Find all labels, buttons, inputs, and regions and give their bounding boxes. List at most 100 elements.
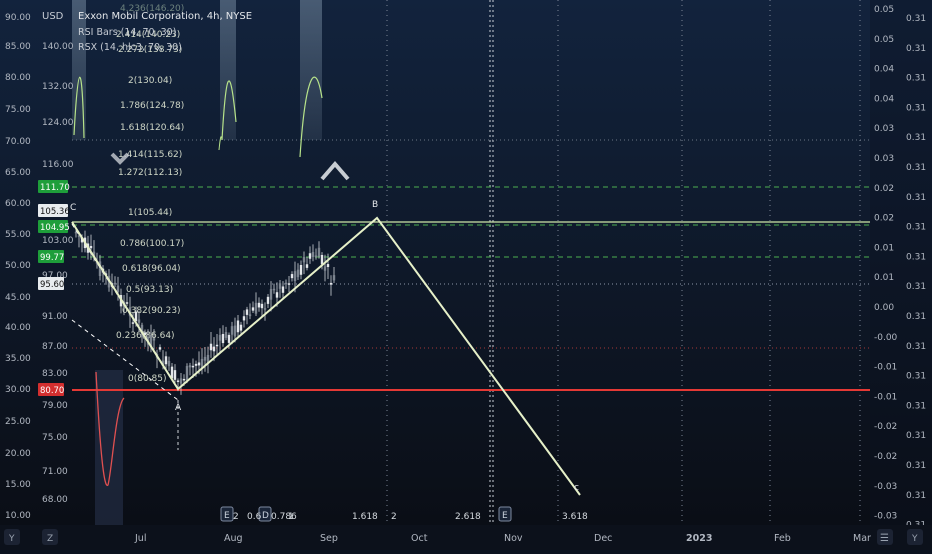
candle-body [167,360,171,367]
right-axis2-tick: 0.31 [906,163,926,173]
price-axis-tick: 140.00 [42,42,74,52]
right-axis2-tick: 0.31 [906,491,926,501]
candle-body [299,264,303,275]
right-axis2-tick: 0.31 [906,44,926,54]
event-marker[interactable] [498,506,512,522]
price-badge-text: 105.36 [40,207,70,217]
abc-pattern-line [71,216,581,496]
right-axis-tick: 0.03 [874,124,894,134]
left-axis-tick: 35.00 [5,354,31,364]
event-marker[interactable] [220,506,234,522]
fib-level-label: 2.414(140.23) [116,30,180,40]
right-axis-tick: 0.02 [874,184,894,194]
rsi-curve [299,76,323,158]
time-axis-tick: Nov [504,533,523,544]
left-axis-tick: 90.00 [5,13,31,23]
candle-body [170,366,174,379]
candle-body [185,366,189,381]
candle-body [209,343,213,351]
price-badge [38,204,68,217]
candle-body [182,378,186,381]
right-axis2-tick: 0.31 [906,133,926,143]
indicator-rsx[interactable]: RSX (14, hlc3, 70, 30) [78,42,182,53]
candle-body [293,271,297,281]
fib-level-label: 0(80.85) [128,374,167,384]
rsi-oversold-band [95,370,123,525]
candle-body [143,332,147,336]
left-z-toggle[interactable]: Z [42,529,58,545]
candle-body [323,266,327,271]
fib-level-label: 2.272(138.73) [118,45,182,55]
candle-body [254,302,258,314]
chart-title[interactable]: Exxon Mobil Corporation, 4h, NYSE [78,11,252,22]
right-axis-tick: 0.00 [874,303,894,313]
price-badge [38,383,64,396]
left-scale[interactable]: 90.00 85.00 80.00 75.00 70.00 65.00 60.00 55.00… [5,13,31,521]
fib-level-label: 1(105.44) [128,208,172,218]
right-scale[interactable]: 0.05 0.31 0.05 0.31 0.04 0.31 0.04 0.31 0.03 0.31… [874,5,926,531]
chart-settings-button[interactable]: ☰ [877,529,893,545]
time-axis[interactable]: Jul Aug Sep Oct Nov Dec 2023 Feb Mar [134,533,871,544]
price-axis-tick: 79.00 [42,401,68,411]
candle-body [137,319,141,323]
time-axis-tick: 2023 [686,533,712,544]
candle-body [317,247,321,257]
candle-body [257,302,261,308]
rsi-oversold-curve [95,371,125,486]
left-axis-tick: 85.00 [5,42,31,52]
candle-body [296,269,300,278]
candle-body [74,231,78,234]
left-axis-tick: 45.00 [5,293,31,303]
y-icon: Y [8,534,15,544]
candle-body [200,358,204,369]
candle-body [329,282,333,285]
time-axis-tick: Sep [320,533,338,544]
candle-body [290,274,294,279]
candle-body [308,253,312,259]
z-icon: Z [47,534,53,544]
candle-body [179,378,183,384]
point-b-label: B [372,200,378,210]
right-axis-panel [870,0,932,550]
indicator-rsi-bars[interactable]: RSI Bars (14, 70, 30) [78,27,176,38]
left-y-toggle[interactable]: Y [4,529,20,545]
right-y-toggle[interactable]: Y [907,529,923,545]
right-axis-tick: 0.04 [874,65,894,75]
point-end-label: c [574,483,579,493]
candle-body [281,286,285,293]
event-marker-letter: E [502,511,508,521]
y-icon: Y [911,534,918,544]
candle-body [188,365,192,368]
right-axis2-tick: 0.31 [906,401,926,411]
time-axis-tick: Feb [774,533,791,544]
candle-body [326,264,330,268]
price-badge-text: 111.70 [40,183,70,193]
time-axis-tick: Dec [594,533,612,544]
price-badge-text: 99.77 [40,253,64,263]
left-axis-tick: 55.00 [5,230,31,240]
time-fib-labels: 1.618 2 2.618 3.618 [352,512,588,522]
price-badge-text: 80.70 [40,386,64,396]
fib-level-label: 0.618(96.04) [122,264,181,274]
right-axis-tick: 0.01 [874,273,894,283]
right-axis-tick: -0.03 [874,482,897,492]
price-badge-text: 104.95 [40,223,70,233]
candle-body [269,289,273,300]
right-axis-tick: -0.02 [874,422,897,432]
candle-body [152,338,156,341]
right-axis-tick: -0.01 [874,392,897,402]
candle-body [233,325,237,337]
candle-body [239,324,243,331]
price-axis-tick: 116.00 [42,160,74,170]
price-scale[interactable]: 140.00 132.00 124.00 116.00 103.00 97.00 91.00… [42,42,74,505]
price-axis-tick: 68.00 [42,495,68,505]
fib-level-label: 2(130.04) [128,76,172,86]
event-marker[interactable] [258,506,272,522]
candle-body [248,314,252,317]
candle-body [191,365,195,368]
candle-body [149,335,153,348]
time-fib-label: 1.618 [352,512,378,522]
